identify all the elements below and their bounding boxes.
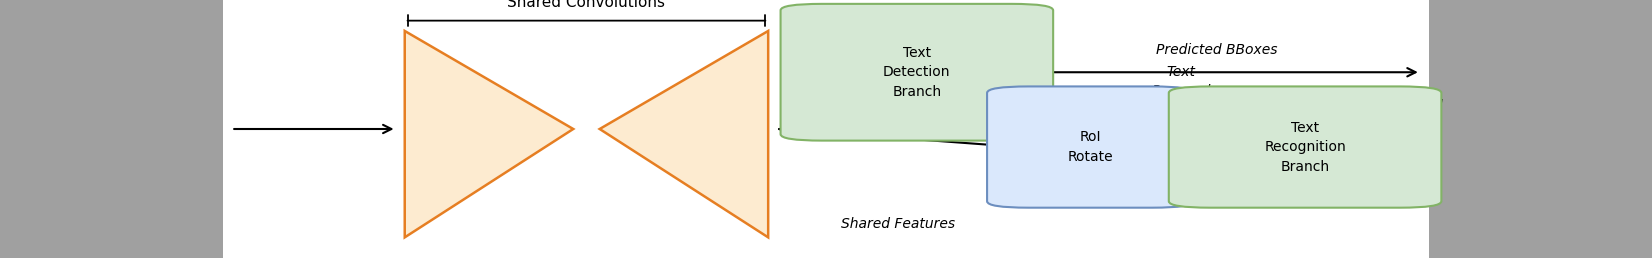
Text: Text
Recognition
Branch: Text Recognition Branch <box>1264 120 1346 174</box>
Bar <box>1429 0 1652 258</box>
Text: Text
Detection
Branch: Text Detection Branch <box>884 46 950 99</box>
FancyBboxPatch shape <box>1170 86 1442 208</box>
Text: Text
Proposal
Features: Text Proposal Features <box>1151 65 1211 116</box>
Bar <box>0 0 223 258</box>
Text: Shared Convolutions: Shared Convolutions <box>507 0 666 10</box>
FancyBboxPatch shape <box>781 4 1054 141</box>
Text: Predicted
texts: Predicted texts <box>1378 99 1444 132</box>
Text: RoI
Rotate: RoI Rotate <box>1067 130 1113 164</box>
FancyBboxPatch shape <box>988 86 1194 208</box>
Polygon shape <box>405 31 573 237</box>
Text: Predicted BBoxes: Predicted BBoxes <box>1155 43 1277 57</box>
Text: Shared Features: Shared Features <box>841 217 955 231</box>
Polygon shape <box>600 31 768 237</box>
